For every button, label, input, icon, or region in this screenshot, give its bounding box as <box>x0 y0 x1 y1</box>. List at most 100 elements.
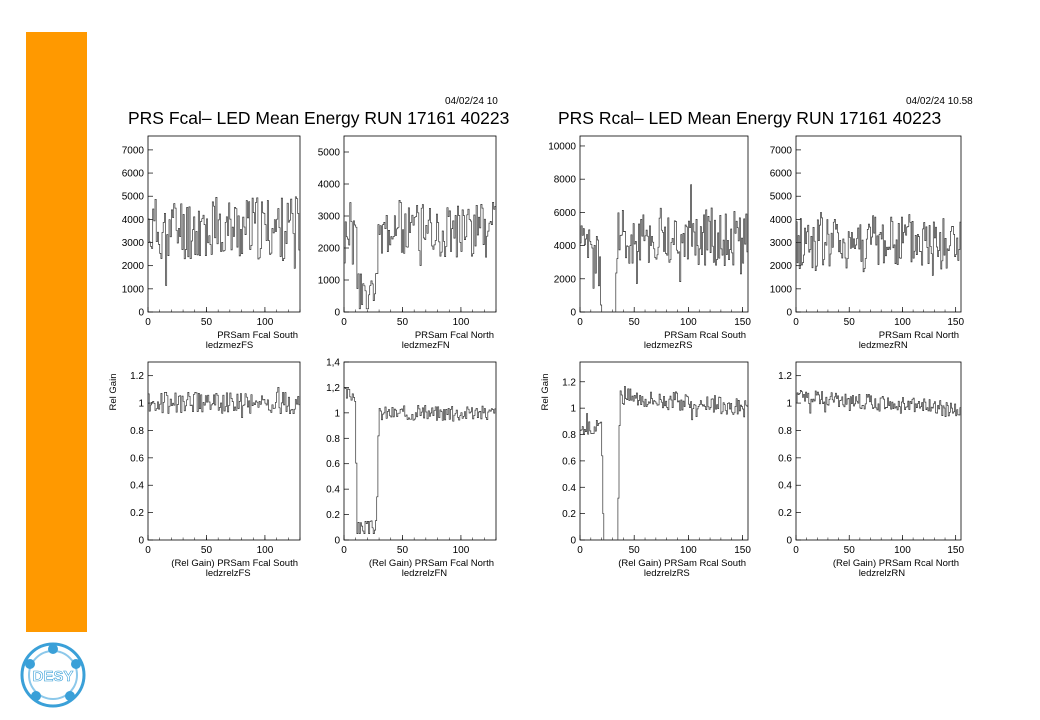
y-tick-label: 5000 <box>318 148 341 159</box>
y-tick-label: 2000 <box>122 261 145 272</box>
histogram-line <box>344 199 496 310</box>
x-tick-label: 100 <box>453 317 470 328</box>
x-tick-label: 100 <box>257 545 274 556</box>
panel-rcal-south-gain: 0 0.2 0.4 0.6 0.8 1 1.2 0 50 100 150 Rel Gain (Rel G… <box>540 361 751 579</box>
y-tick-label: 0.2 <box>130 508 144 519</box>
header-date-fcal: 04/02/24 10 <box>445 96 498 107</box>
y-tick-label: 1,4 <box>326 358 340 369</box>
histogram-title: PRSam Rcal South <box>664 330 746 341</box>
y-tick-label: 0.6 <box>778 453 792 464</box>
y-tick-label: 0.4 <box>778 481 792 492</box>
x-tick-label: 0 <box>341 317 347 328</box>
header-title-fcal: PRS Fcal– LED Mean Energy RUN 17161 4022… <box>128 108 509 128</box>
y-tick-label: 0 <box>570 308 576 319</box>
y-tick-label: 5000 <box>770 192 793 203</box>
y-tick-label: 1,2 <box>326 383 340 394</box>
y-tick-label: 2000 <box>318 244 341 255</box>
y-tick-label: 0.4 <box>562 483 576 494</box>
x-tick-label: 50 <box>397 545 409 556</box>
x-tick-label: 50 <box>844 317 856 328</box>
x-tick-label: 50 <box>629 545 641 556</box>
x-tick-label: 100 <box>894 545 911 556</box>
x-tick-label: 0 <box>145 317 151 328</box>
x-tick-label: 50 <box>201 317 213 328</box>
x-tick-label: 150 <box>947 545 964 556</box>
x-tick-label: 150 <box>734 545 751 556</box>
x-tick-label: 50 <box>397 317 409 328</box>
x-tick-label: 100 <box>453 545 470 556</box>
y-tick-label: 0 <box>570 536 576 547</box>
y-tick-label: 0.8 <box>562 430 576 441</box>
x-tick-label: 0 <box>341 545 347 556</box>
y-tick-label: 1 <box>570 404 576 415</box>
histogram-id: ledzmezRS <box>644 340 693 351</box>
plot-frame <box>795 135 962 313</box>
histogram-line <box>580 386 748 541</box>
x-tick-label: 100 <box>894 317 911 328</box>
y-tick-label: 0.4 <box>130 481 144 492</box>
plot-frame <box>343 135 497 313</box>
histogram-title: PRSam Fcal North <box>415 330 494 341</box>
y-tick-label: 0.6 <box>326 459 340 470</box>
y-tick-label: 0.2 <box>778 508 792 519</box>
plot-frame <box>147 361 301 541</box>
y-tick-label: 1.2 <box>130 371 144 382</box>
histogram-line <box>580 184 748 313</box>
y-tick-label: 0.2 <box>326 510 340 521</box>
y-tick-label: 3000 <box>122 238 145 249</box>
y-axis-label: Rel Gain <box>540 374 551 411</box>
y-tick-label: 0 <box>786 536 792 547</box>
desy-logo: DESY <box>20 642 86 708</box>
histogram-id: ledzrelzRN <box>859 568 906 579</box>
histogram-line <box>344 387 496 534</box>
y-tick-label: 1.2 <box>562 377 576 388</box>
histogram-id: ledzrelzFN <box>402 568 448 579</box>
y-tick-label: 1000 <box>770 284 793 295</box>
x-tick-label: 0 <box>145 545 151 556</box>
y-tick-label: 0.8 <box>778 426 792 437</box>
y-tick-label: 6000 <box>554 208 577 219</box>
plot-frame <box>343 361 497 541</box>
histogram-title: (Rel Gain) PRSam Fcal North <box>369 558 494 569</box>
x-tick-label: 0 <box>793 545 799 556</box>
y-tick-label: 10000 <box>548 141 576 152</box>
y-tick-label: 0 <box>786 308 792 319</box>
x-tick-label: 100 <box>680 545 697 556</box>
y-tick-label: 1 <box>786 399 792 410</box>
panel-fcal-south-gain: 0 0.2 0.4 0.6 0.8 1 1.2 0 50 100 Rel Gain (Rel Gain… <box>108 361 301 579</box>
accent-bar <box>26 32 87 632</box>
x-tick-label: 50 <box>629 317 641 328</box>
histogram-title: (Rel Gain) PRSam Rcal North <box>833 558 959 569</box>
x-tick-label: 50 <box>844 545 856 556</box>
histogram-id: ledzrelzFS <box>206 568 251 579</box>
y-tick-label: 0.6 <box>562 456 576 467</box>
y-tick-label: 4000 <box>318 180 341 191</box>
y-tick-label: 0 <box>138 308 144 319</box>
histogram-title: PRSam Fcal South <box>217 330 298 341</box>
histogram-id: ledzmezFN <box>402 340 450 351</box>
panel-fcal-north-gain: 0 0.2 0.4 0.6 0.8 1 1,2 1,4 0 50 100 (Rel Gain) PRS… <box>326 358 497 579</box>
plot-frame <box>795 361 962 541</box>
x-tick-label: 150 <box>734 317 751 328</box>
y-axis-label: Rel Gain <box>108 374 119 411</box>
y-tick-label: 1000 <box>318 276 341 287</box>
x-tick-label: 0 <box>793 317 799 328</box>
plot-frame <box>579 135 749 313</box>
histogram-line <box>796 212 961 276</box>
y-tick-label: 7000 <box>770 145 793 156</box>
y-tick-label: 2000 <box>770 261 793 272</box>
y-tick-label: 0 <box>334 308 340 319</box>
histogram-id: ledzmezFS <box>206 340 254 351</box>
y-tick-label: 0.2 <box>562 509 576 520</box>
y-tick-label: 0 <box>334 536 340 547</box>
y-tick-label: 0.8 <box>326 434 340 445</box>
y-tick-label: 2000 <box>554 274 577 285</box>
x-tick-label: 150 <box>947 317 964 328</box>
y-tick-label: 0 <box>138 536 144 547</box>
histogram-id: ledzrelzRS <box>644 568 690 579</box>
histogram-title: PRSam Rcal North <box>879 330 959 341</box>
histogram-line <box>796 390 961 417</box>
panel-fcal-north-energy: 0 1000 2000 3000 4000 5000 0 50 100 PRSam Fcal No… <box>318 135 497 351</box>
x-tick-label: 0 <box>577 545 583 556</box>
